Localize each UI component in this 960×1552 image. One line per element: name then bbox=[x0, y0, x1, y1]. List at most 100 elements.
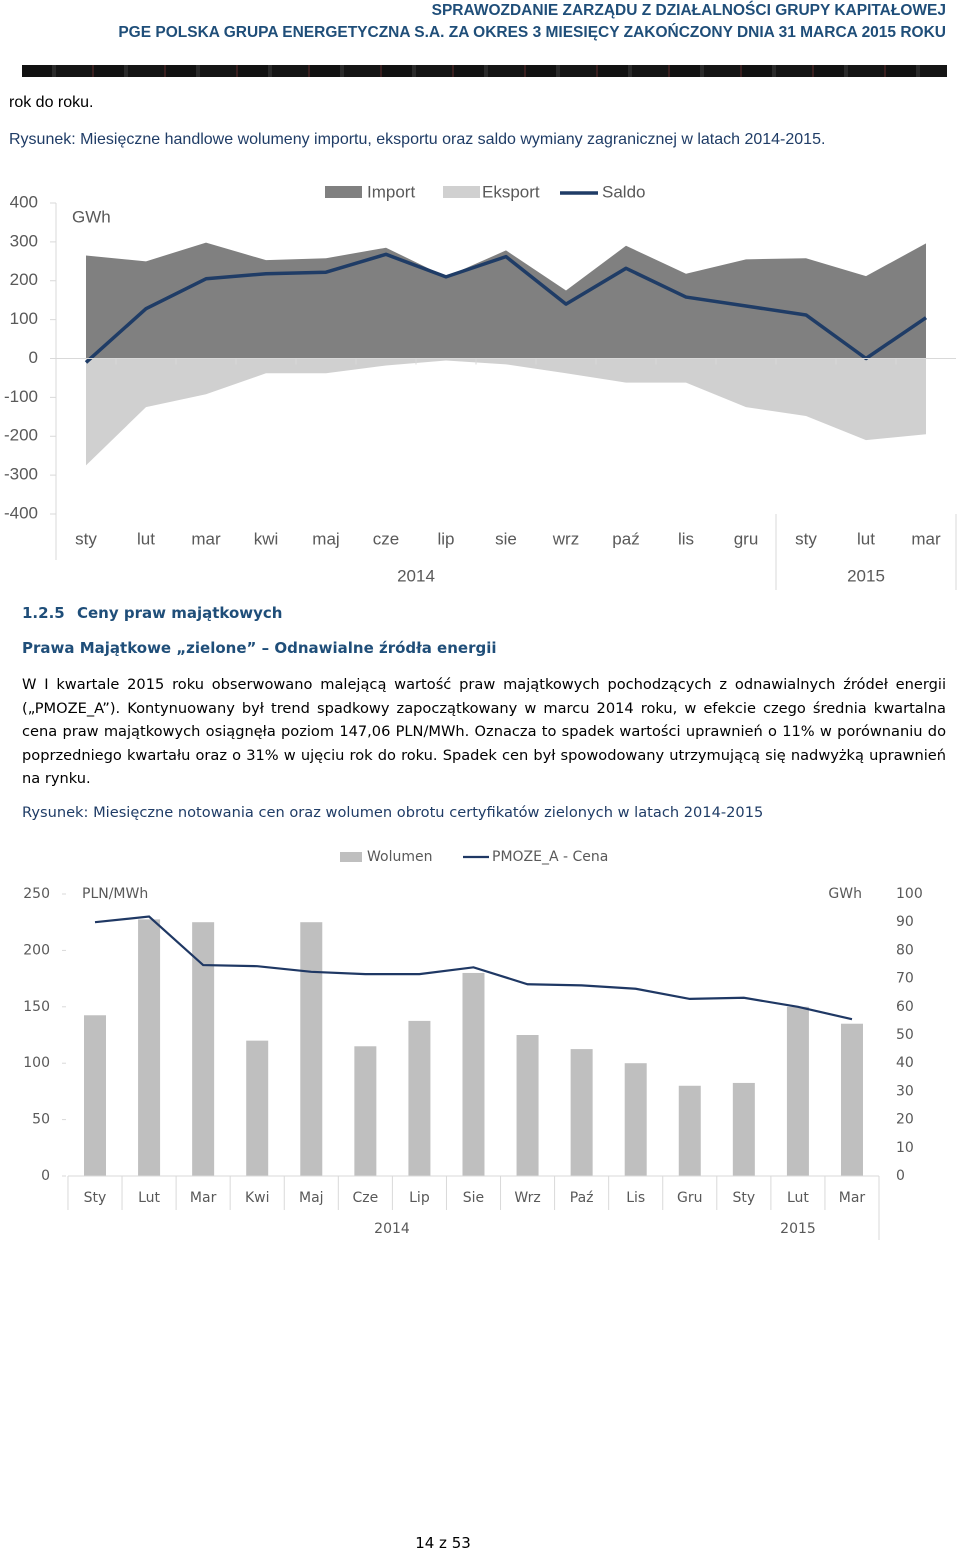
header-bar bbox=[22, 65, 947, 77]
y-tick-label: 0 bbox=[41, 1168, 50, 1184]
caption: Rysunek: Miesięczne notowania cen oraz w… bbox=[22, 804, 764, 821]
line bbox=[94, 915, 853, 1021]
bar bbox=[786, 1006, 809, 1176]
y-tick-label: 0 bbox=[29, 348, 38, 367]
y2-tick-label: 40 bbox=[896, 1055, 914, 1071]
x-tick-label: gru bbox=[734, 529, 759, 548]
group-label: 2014 bbox=[374, 1221, 410, 1237]
bar bbox=[462, 972, 485, 1176]
y-tick-label: -300 bbox=[4, 465, 38, 484]
bar bbox=[408, 1020, 431, 1176]
y-tick-label: -100 bbox=[4, 387, 38, 406]
y2-tick-label: 20 bbox=[896, 1112, 914, 1128]
legend-label: Import bbox=[367, 182, 415, 201]
legend-swatch bbox=[443, 186, 480, 198]
section-title: Ceny praw majątkowych bbox=[77, 604, 283, 622]
y-tick-label: 300 bbox=[10, 231, 38, 250]
x-tick-label: Lut bbox=[138, 1190, 160, 1206]
x-tick-label: Sie bbox=[463, 1190, 484, 1206]
header-line: PGE POLSKA GRUPA ENERGETYCZNA S.A. ZA OK… bbox=[118, 24, 946, 41]
intro: rok do roku. bbox=[9, 94, 94, 111]
y-tick-label: -200 bbox=[4, 426, 38, 445]
x-tick-label: sty bbox=[795, 529, 817, 548]
y-tick-label: 200 bbox=[10, 270, 38, 289]
x-tick-label: sie bbox=[495, 529, 517, 548]
y2-tick-label: 90 bbox=[896, 914, 914, 930]
x-tick-label: Maj bbox=[299, 1190, 324, 1206]
bar bbox=[678, 1085, 701, 1176]
bar bbox=[138, 919, 161, 1176]
x-tick-label: sty bbox=[75, 529, 97, 548]
chart: 0 50 100 150 200 250 0 10 20 30 40 50 60 70 80 90 100 PLN… bbox=[23, 849, 923, 1240]
y-tick-label: 250 bbox=[23, 886, 50, 902]
chart: -400 -300 -200 -100 0 100 200 300 400 GWh Import Ek… bbox=[4, 182, 957, 590]
bar bbox=[624, 1063, 647, 1176]
x-tick-label: kwi bbox=[254, 529, 279, 548]
y-tick-label: 100 bbox=[10, 309, 38, 328]
bar bbox=[246, 1040, 269, 1176]
caption: Rysunek: Miesięczne handlowe wolumeny im… bbox=[9, 131, 826, 148]
bar bbox=[570, 1049, 593, 1176]
x-tick-label: Gru bbox=[677, 1190, 702, 1206]
section-number: 1.2.5 bbox=[22, 604, 65, 622]
x-tick-label: Lis bbox=[626, 1190, 645, 1206]
bar bbox=[840, 1023, 863, 1176]
bar bbox=[354, 1046, 377, 1176]
y-axis-label: PLN/MWh bbox=[82, 886, 148, 902]
y2-tick-label: 70 bbox=[896, 971, 914, 987]
y-tick-label: 100 bbox=[23, 1055, 50, 1071]
group-label: 2014 bbox=[397, 566, 435, 585]
x-tick-label: Lut bbox=[787, 1190, 809, 1206]
y2-tick-label: 60 bbox=[896, 999, 914, 1015]
area bbox=[86, 242, 926, 359]
y2-tick-label: 10 bbox=[896, 1140, 914, 1156]
legend-label: Wolumen bbox=[367, 849, 432, 865]
x-tick-label: Mar bbox=[839, 1190, 866, 1206]
group-label: 2015 bbox=[847, 566, 885, 585]
x-tick-label: Wrz bbox=[514, 1190, 540, 1206]
y2-axis-label: GWh bbox=[828, 886, 862, 902]
y-tick-label: -400 bbox=[4, 503, 38, 522]
x-tick-label: lut bbox=[137, 529, 155, 548]
line bbox=[84, 252, 927, 364]
header-line: SPRAWOZDANIE ZARZĄDU Z DZIAŁALNOŚCI GRUP… bbox=[431, 2, 946, 19]
bar bbox=[300, 922, 323, 1176]
x-tick-label: cze bbox=[373, 529, 399, 548]
x-tick-label: Lip bbox=[409, 1190, 430, 1206]
subsection: Prawa Majątkowe „zielone” – Odnawialne ź… bbox=[22, 639, 497, 657]
x-tick-label: wrz bbox=[552, 529, 579, 548]
y-tick-label: 50 bbox=[32, 1112, 50, 1128]
x-tick-label: paź bbox=[612, 529, 639, 548]
legend-label: PMOZE_A - Cena bbox=[492, 849, 608, 865]
x-tick-label: lip bbox=[437, 529, 454, 548]
legend-swatch bbox=[325, 186, 362, 198]
x-tick-label: Mar bbox=[190, 1190, 217, 1206]
bar bbox=[84, 1015, 106, 1176]
x-tick-label: maj bbox=[312, 529, 339, 548]
x-tick-label: Cze bbox=[352, 1190, 378, 1206]
y2-tick-label: 50 bbox=[896, 1027, 914, 1043]
bar bbox=[516, 1035, 539, 1176]
y2-tick-label: 100 bbox=[896, 886, 923, 902]
y-axis-label: GWh bbox=[72, 207, 111, 226]
x-tick-label: mar bbox=[911, 529, 941, 548]
legend-label: Saldo bbox=[602, 182, 645, 201]
group-label: 2015 bbox=[780, 1221, 816, 1237]
page-number: 14 z 53 bbox=[415, 1534, 471, 1552]
paragraph: W I kwartale 2015 roku obserwowano malej… bbox=[22, 676, 946, 787]
y2-tick-label: 80 bbox=[896, 942, 914, 958]
y-tick-label: 150 bbox=[23, 999, 50, 1015]
x-tick-label: lis bbox=[678, 529, 694, 548]
x-tick-label: Sty bbox=[733, 1190, 756, 1206]
legend-swatch bbox=[340, 852, 362, 862]
y2-tick-label: 0 bbox=[896, 1168, 905, 1184]
area bbox=[86, 358, 926, 466]
x-tick-label: Kwi bbox=[245, 1190, 270, 1206]
x-tick-label: lut bbox=[857, 529, 875, 548]
y-tick-label: 400 bbox=[10, 192, 38, 211]
legend-label: Eksport bbox=[482, 182, 540, 201]
y2-tick-label: 30 bbox=[896, 1083, 914, 1099]
x-tick-label: mar bbox=[191, 529, 221, 548]
y-tick-label: 200 bbox=[23, 942, 50, 958]
